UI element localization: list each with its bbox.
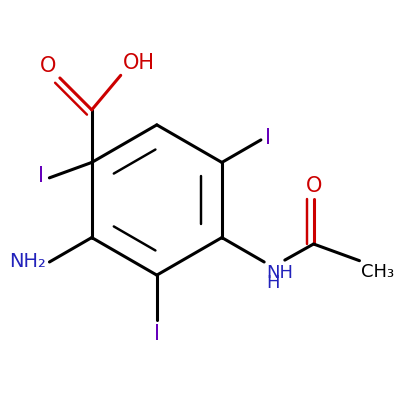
Text: I: I (154, 324, 160, 344)
Text: NH: NH (266, 264, 293, 282)
Text: I: I (265, 128, 271, 148)
Text: I: I (38, 166, 44, 186)
Text: CH₃: CH₃ (361, 262, 394, 280)
Text: O: O (305, 176, 322, 196)
Text: H: H (266, 274, 280, 292)
Text: OH: OH (122, 54, 154, 74)
Text: O: O (40, 56, 56, 76)
Text: NH₂: NH₂ (9, 252, 46, 272)
